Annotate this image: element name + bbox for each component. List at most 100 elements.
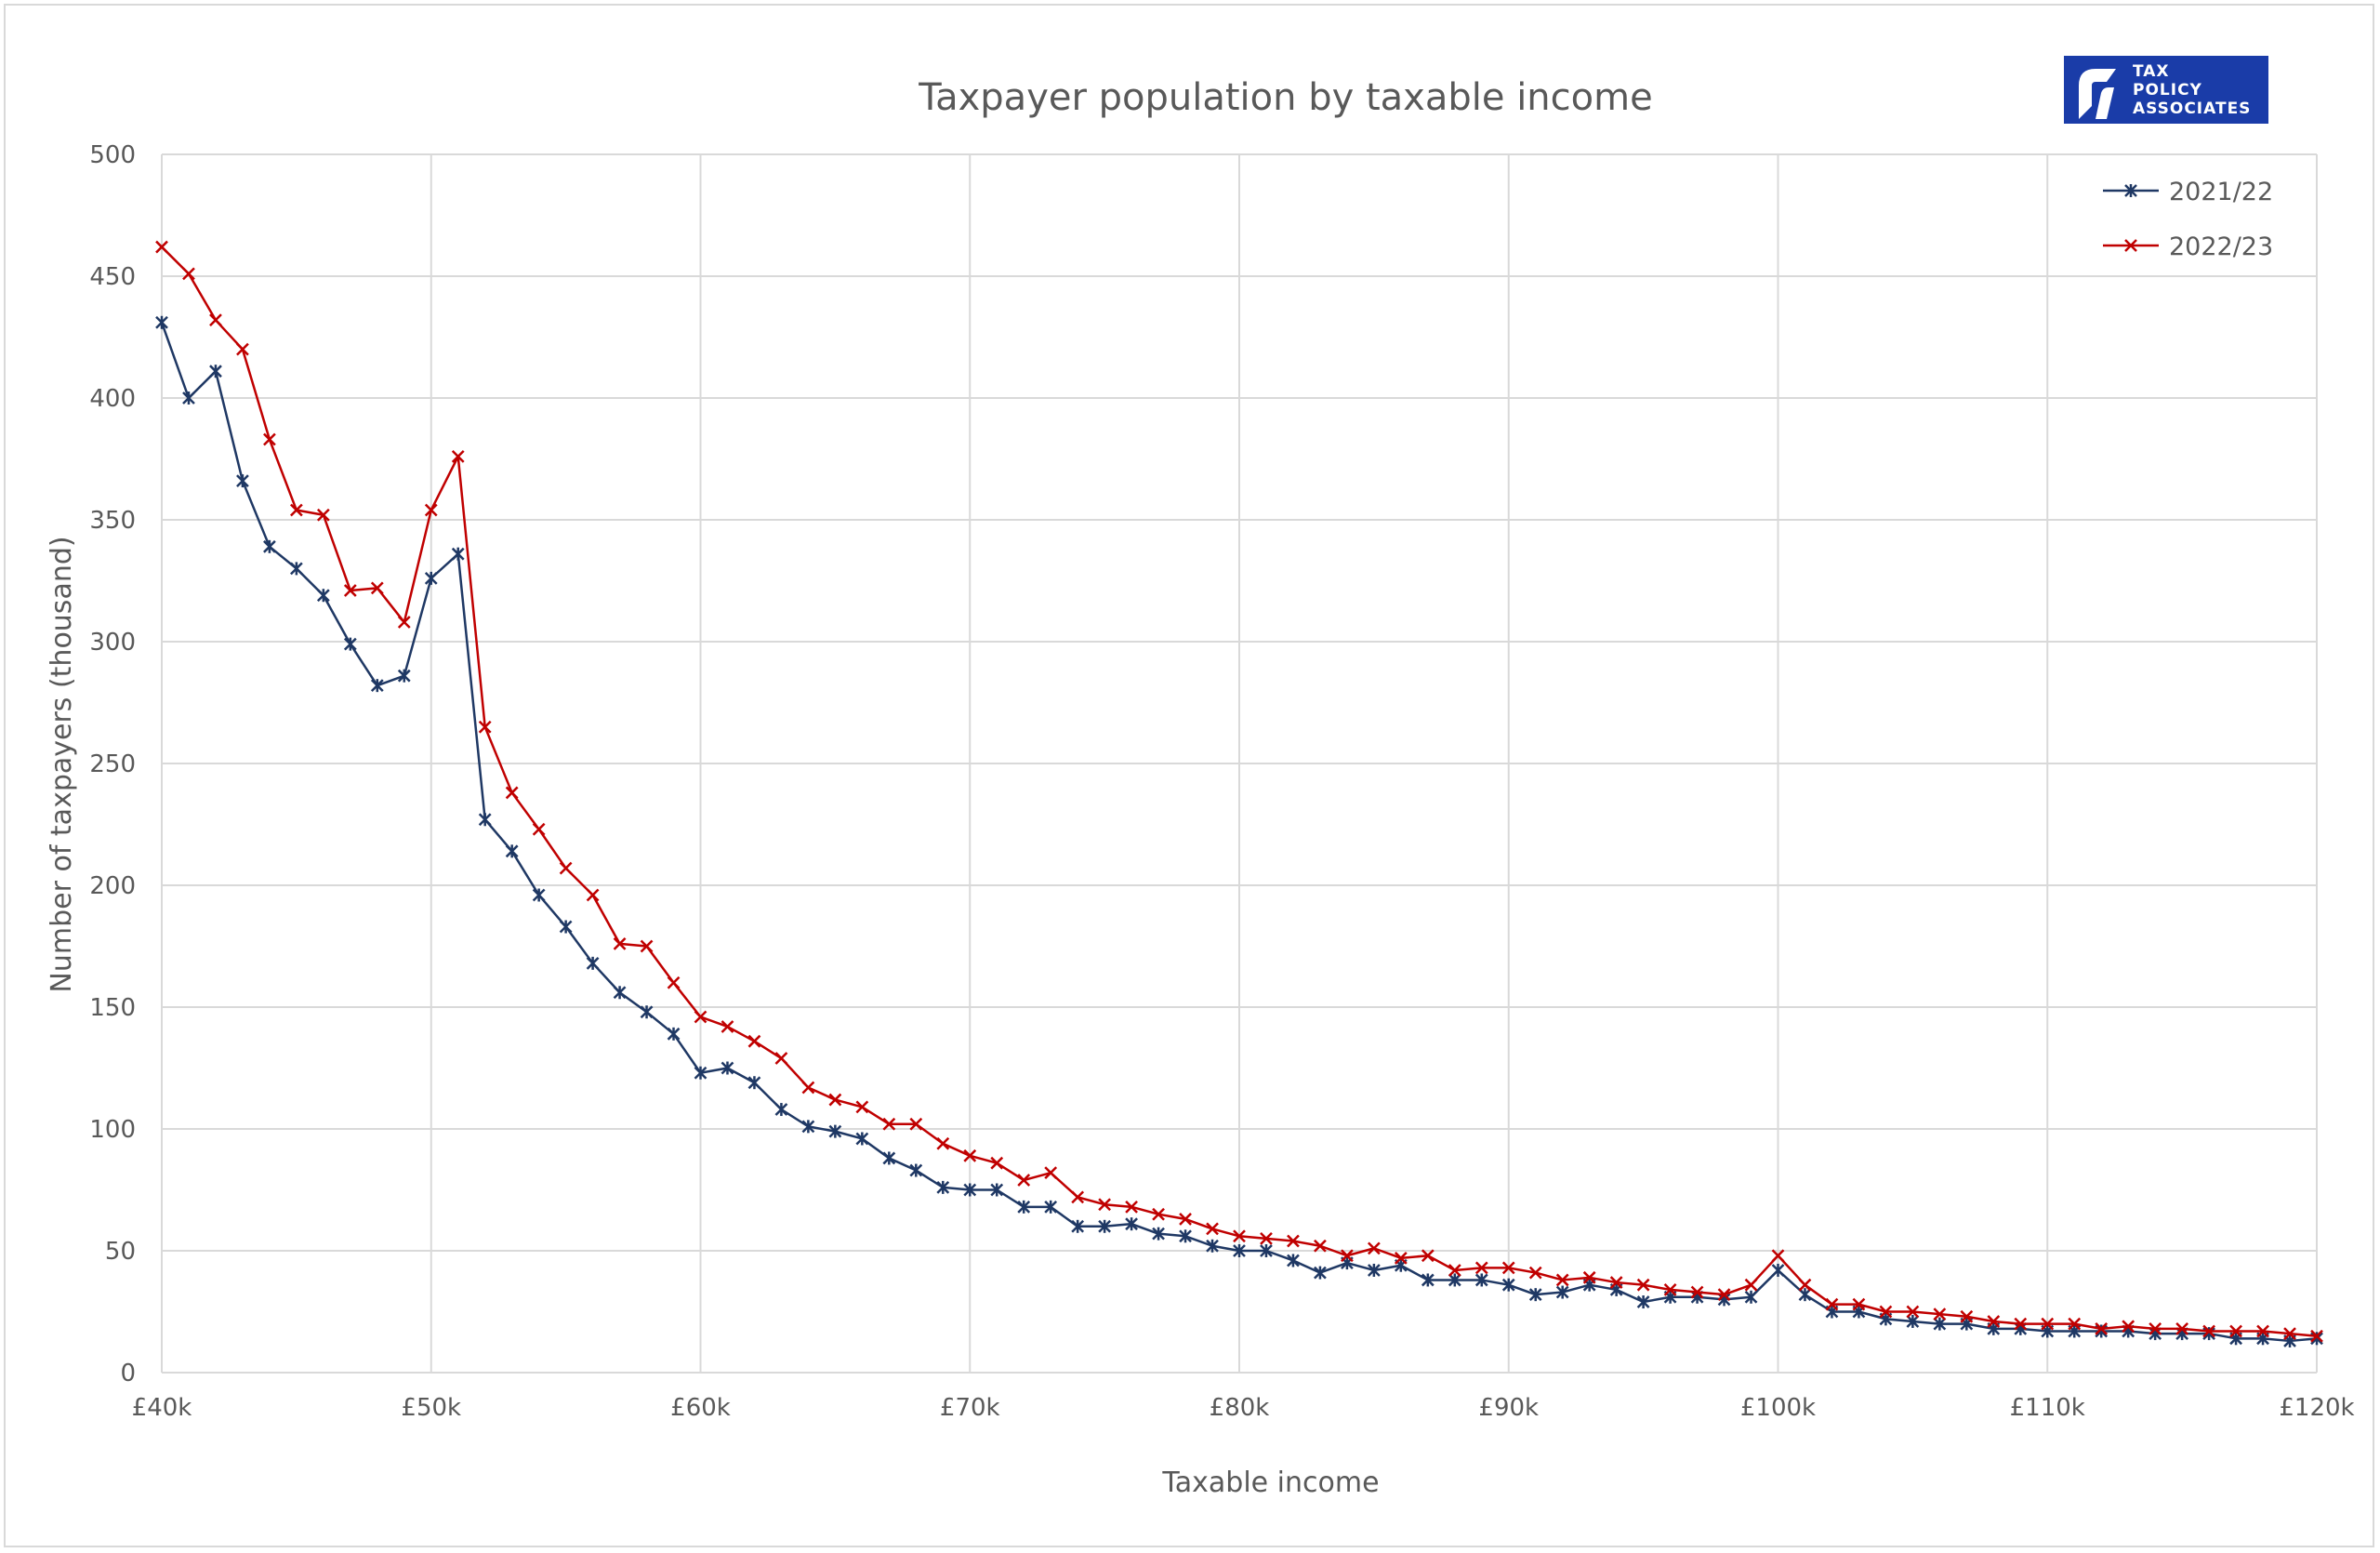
data-point — [1098, 1219, 1112, 1233]
legend-label-2022-23: 2022/23 — [2169, 232, 2273, 261]
data-point — [1394, 1251, 1408, 1265]
x-tick-label: £100k — [1740, 1394, 1816, 1422]
legend-marker-point — [2124, 184, 2137, 197]
data-point — [1798, 1278, 1812, 1292]
data-point — [1071, 1219, 1085, 1233]
data-point — [1260, 1244, 1273, 1257]
x-tick-label: £120k — [2279, 1394, 2354, 1422]
data-point — [1474, 1273, 1488, 1287]
gridlines — [161, 153, 2318, 1374]
data-point — [1044, 1200, 1058, 1214]
data-point — [1636, 1295, 1650, 1309]
data-point — [1528, 1266, 1542, 1280]
data-point — [1448, 1264, 1461, 1277]
data-point — [1179, 1229, 1192, 1243]
y-tick-label: 500 — [89, 141, 136, 169]
data-point — [1287, 1254, 1300, 1268]
data-point — [1555, 1285, 1569, 1299]
data-point — [963, 1183, 977, 1197]
data-point — [774, 1103, 788, 1117]
legend: 2021/22 2022/23 — [2103, 178, 2273, 261]
data-point — [1314, 1239, 1327, 1253]
data-point — [2175, 1321, 2189, 1335]
data-point — [209, 365, 222, 378]
x-tick-label: £50k — [401, 1394, 461, 1422]
data-point — [316, 589, 330, 603]
y-tick-label: 150 — [89, 994, 136, 1022]
logo-text-line2: POLICY — [2133, 81, 2202, 100]
data-point — [1098, 1198, 1112, 1212]
data-point — [370, 581, 384, 595]
data-point — [236, 342, 249, 356]
data-point — [182, 267, 195, 281]
data-point — [559, 861, 573, 875]
data-point — [909, 1117, 923, 1131]
data-point — [1582, 1270, 1596, 1284]
data-point — [963, 1148, 977, 1162]
series-layer — [155, 240, 2323, 1347]
data-point — [424, 571, 438, 585]
data-point — [155, 240, 168, 254]
data-point — [2095, 1321, 2109, 1335]
data-point — [1287, 1234, 1300, 1248]
data-point — [1528, 1288, 1542, 1302]
x-tick-label: £70k — [940, 1394, 1000, 1422]
data-point — [478, 720, 492, 734]
data-point — [1717, 1288, 1731, 1302]
data-point — [1233, 1244, 1246, 1257]
y-tick-label: 0 — [120, 1360, 136, 1387]
data-point — [1771, 1249, 1785, 1263]
data-point — [694, 1066, 707, 1080]
data-point — [2068, 1317, 2082, 1331]
series-2022-23 — [155, 240, 2323, 1343]
data-point — [1152, 1207, 1165, 1221]
data-point — [721, 1020, 734, 1033]
legend-marker-2022-23 — [2124, 239, 2137, 252]
data-point — [263, 432, 276, 446]
y-tick-label: 50 — [105, 1238, 136, 1266]
data-point — [640, 1005, 654, 1019]
data-point — [1125, 1200, 1138, 1214]
x-tick-label: £110k — [2010, 1394, 2085, 1422]
data-point — [882, 1117, 896, 1131]
x-tick-label: £40k — [132, 1394, 192, 1422]
data-point — [1555, 1273, 1569, 1287]
data-point — [747, 1034, 761, 1048]
data-point — [1906, 1305, 1920, 1319]
y-tick-label: 300 — [89, 629, 136, 657]
data-point — [640, 939, 654, 953]
data-point — [1879, 1305, 1893, 1319]
data-point — [1017, 1174, 1031, 1187]
data-point — [586, 956, 600, 970]
data-point — [155, 315, 168, 329]
data-point — [990, 1183, 1004, 1197]
data-point — [1206, 1222, 1219, 1236]
data-point — [1474, 1261, 1488, 1275]
y-tick-label: 250 — [89, 750, 136, 778]
data-point — [855, 1132, 869, 1146]
data-point — [1636, 1278, 1650, 1292]
y-axis-label: Number of taxpayers (thousand) — [46, 536, 78, 992]
data-point — [694, 1010, 707, 1024]
data-point — [289, 562, 303, 576]
data-point — [1933, 1307, 1947, 1321]
data-point — [936, 1136, 950, 1150]
data-point — [1744, 1278, 1758, 1292]
data-point — [478, 813, 492, 827]
data-point — [2149, 1321, 2162, 1335]
data-point — [1960, 1309, 1974, 1323]
data-point — [343, 637, 357, 651]
data-point — [263, 539, 276, 553]
legend-item-2021-22: 2021/22 — [2103, 178, 2273, 206]
x-axis-ticks: £40k £50k £60k £70k £80k £90k £100k £110k £120k — [132, 1394, 2355, 1422]
data-point — [1421, 1273, 1435, 1287]
data-point — [1179, 1213, 1192, 1226]
data-point — [2041, 1317, 2055, 1331]
data-point — [1152, 1227, 1165, 1241]
data-point — [667, 1027, 681, 1041]
data-point — [1501, 1278, 1515, 1292]
x-tick-label: £80k — [1210, 1394, 1270, 1422]
data-point — [1906, 1314, 1920, 1328]
data-point — [747, 1076, 761, 1090]
data-point — [801, 1120, 815, 1134]
